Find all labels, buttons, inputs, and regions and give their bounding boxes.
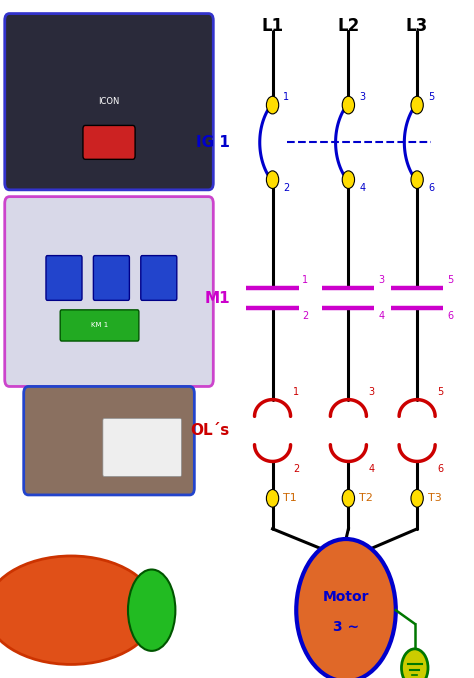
- FancyBboxPatch shape: [24, 386, 194, 495]
- Text: T2: T2: [359, 494, 373, 503]
- FancyBboxPatch shape: [5, 14, 213, 190]
- Text: OL´s: OL´s: [191, 423, 230, 438]
- Text: 5: 5: [438, 386, 444, 397]
- Text: 6: 6: [447, 311, 453, 321]
- Circle shape: [411, 96, 423, 114]
- Circle shape: [401, 649, 428, 678]
- Circle shape: [411, 171, 423, 188]
- Text: L1: L1: [262, 17, 283, 35]
- Text: 1: 1: [302, 275, 309, 285]
- Text: 5: 5: [428, 92, 434, 102]
- Text: ICON: ICON: [98, 97, 120, 106]
- Text: 3 ∼: 3 ∼: [333, 620, 359, 634]
- Text: 5: 5: [447, 275, 453, 285]
- Text: 6: 6: [428, 183, 434, 193]
- Text: 3: 3: [369, 386, 375, 397]
- Ellipse shape: [128, 570, 175, 651]
- Text: T3: T3: [428, 494, 442, 503]
- FancyBboxPatch shape: [5, 197, 213, 386]
- Text: KM 1: KM 1: [91, 323, 108, 328]
- Text: 4: 4: [369, 464, 375, 475]
- Circle shape: [342, 96, 355, 114]
- Text: 3: 3: [378, 275, 384, 285]
- FancyBboxPatch shape: [46, 256, 82, 300]
- Text: 2: 2: [283, 183, 290, 193]
- FancyBboxPatch shape: [60, 310, 139, 341]
- Text: Motor: Motor: [323, 590, 369, 603]
- Circle shape: [266, 171, 279, 188]
- Circle shape: [342, 171, 355, 188]
- Circle shape: [266, 490, 279, 507]
- Text: 6: 6: [438, 464, 444, 475]
- Text: 4: 4: [378, 311, 384, 321]
- Text: L3: L3: [406, 17, 428, 35]
- Text: 2: 2: [293, 464, 299, 475]
- Circle shape: [296, 539, 396, 678]
- Text: IG 1: IG 1: [196, 135, 230, 150]
- Text: 3: 3: [359, 92, 365, 102]
- FancyBboxPatch shape: [103, 418, 182, 477]
- FancyBboxPatch shape: [141, 256, 177, 300]
- Text: 30: 30: [101, 131, 117, 140]
- Text: 2: 2: [302, 311, 309, 321]
- Text: T1: T1: [283, 494, 297, 503]
- Text: 1: 1: [283, 92, 290, 102]
- Ellipse shape: [0, 556, 156, 664]
- Circle shape: [342, 490, 355, 507]
- Text: L2: L2: [337, 17, 359, 35]
- FancyBboxPatch shape: [83, 125, 135, 159]
- Text: 4: 4: [359, 183, 365, 193]
- Text: 1: 1: [293, 386, 299, 397]
- FancyBboxPatch shape: [93, 256, 129, 300]
- Circle shape: [266, 96, 279, 114]
- Circle shape: [411, 490, 423, 507]
- Text: M1: M1: [204, 291, 230, 306]
